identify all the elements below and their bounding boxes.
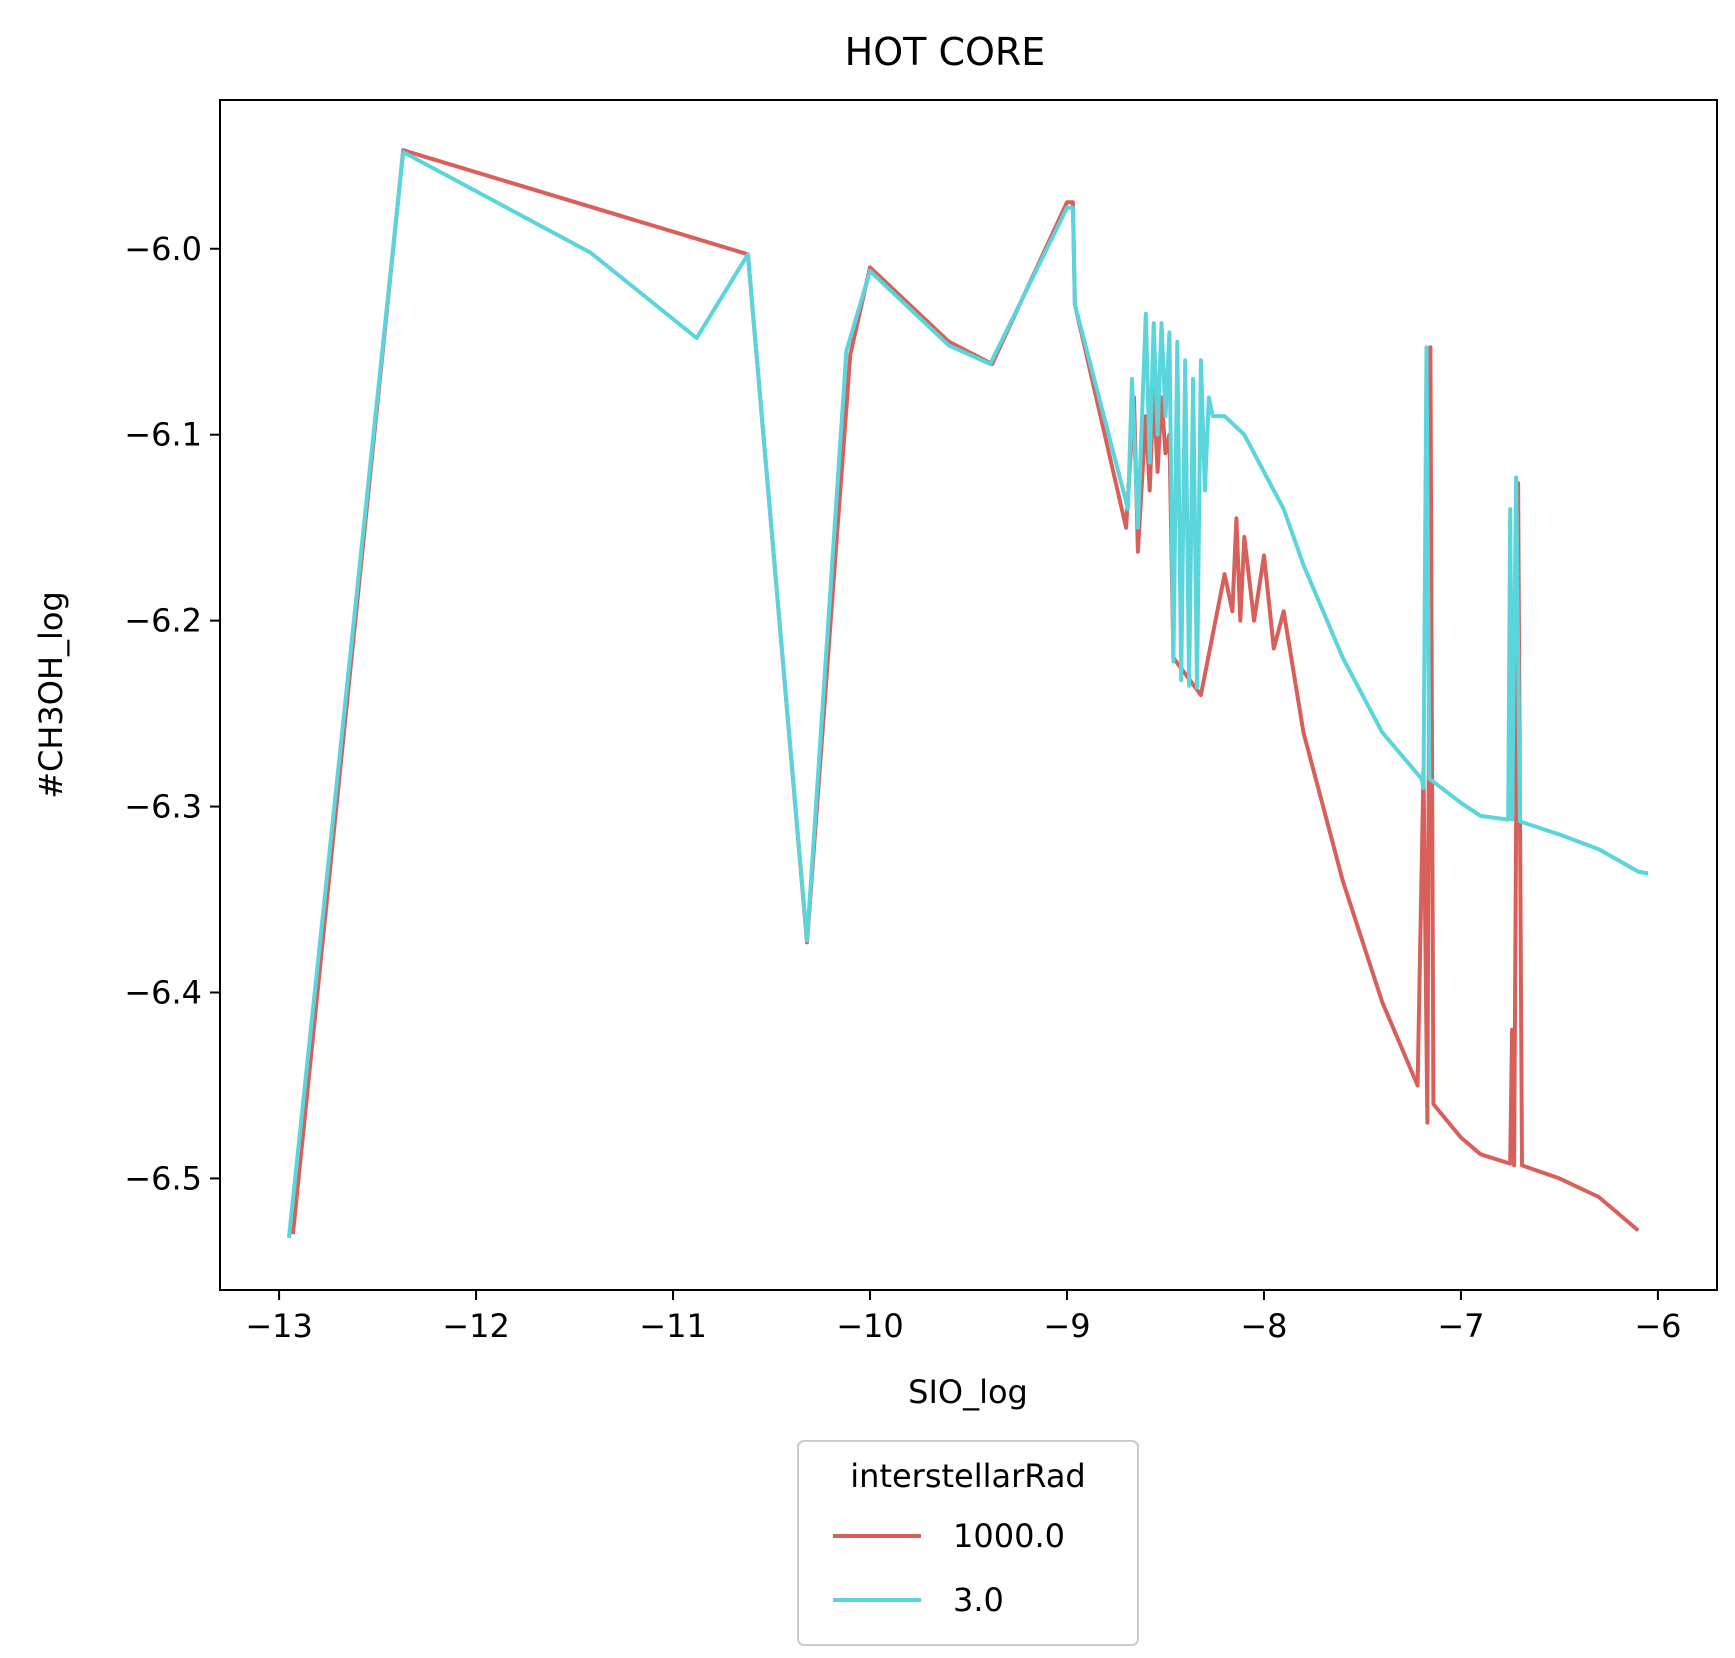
y-axis-ticks: −6.5 −6.4 −6.3 −6.2 −6.1 −6.0 (124, 230, 220, 1197)
y-tick-label: −6.4 (124, 974, 202, 1012)
x-tick-label: −12 (442, 1307, 510, 1345)
x-tick-label: −13 (245, 1307, 313, 1345)
y-tick-label: −6.1 (124, 416, 202, 454)
y-tick-label: −6.3 (124, 788, 202, 826)
x-tick-label: −9 (1043, 1307, 1090, 1345)
x-tick-label: −8 (1240, 1307, 1287, 1345)
legend-box (797, 1440, 1139, 1646)
x-tick-label: −10 (836, 1307, 904, 1345)
y-tick-label: −6.0 (124, 230, 202, 268)
x-tick-label: −7 (1437, 1307, 1484, 1345)
y-tick-label: −6.2 (124, 602, 202, 640)
series-line-3.0 (286, 150, 1649, 1239)
series-line-1000.0 (290, 148, 1640, 1235)
x-axis-ticks: −13 −12 −11 −10 −9 −8 −7 −6 (245, 1290, 1681, 1345)
x-tick-label: −11 (639, 1307, 707, 1345)
x-axis-label: SIO_log (908, 1373, 1028, 1411)
legend-label-3: 3.0 (953, 1581, 1004, 1619)
plot-frame (219, 99, 1718, 1291)
legend-label-1000: 1000.0 (953, 1517, 1065, 1555)
y-tick-label: −6.5 (124, 1159, 202, 1197)
x-tick-label: −6 (1634, 1307, 1681, 1345)
chart-title: HOT CORE (845, 30, 1046, 74)
legend: interstellarRad 1000.0 3.0 (797, 1440, 1139, 1646)
legend-title: interstellarRad (850, 1457, 1085, 1495)
y-axis-label: #CH3OH_log (32, 591, 70, 799)
plot-lines (286, 148, 1649, 1239)
